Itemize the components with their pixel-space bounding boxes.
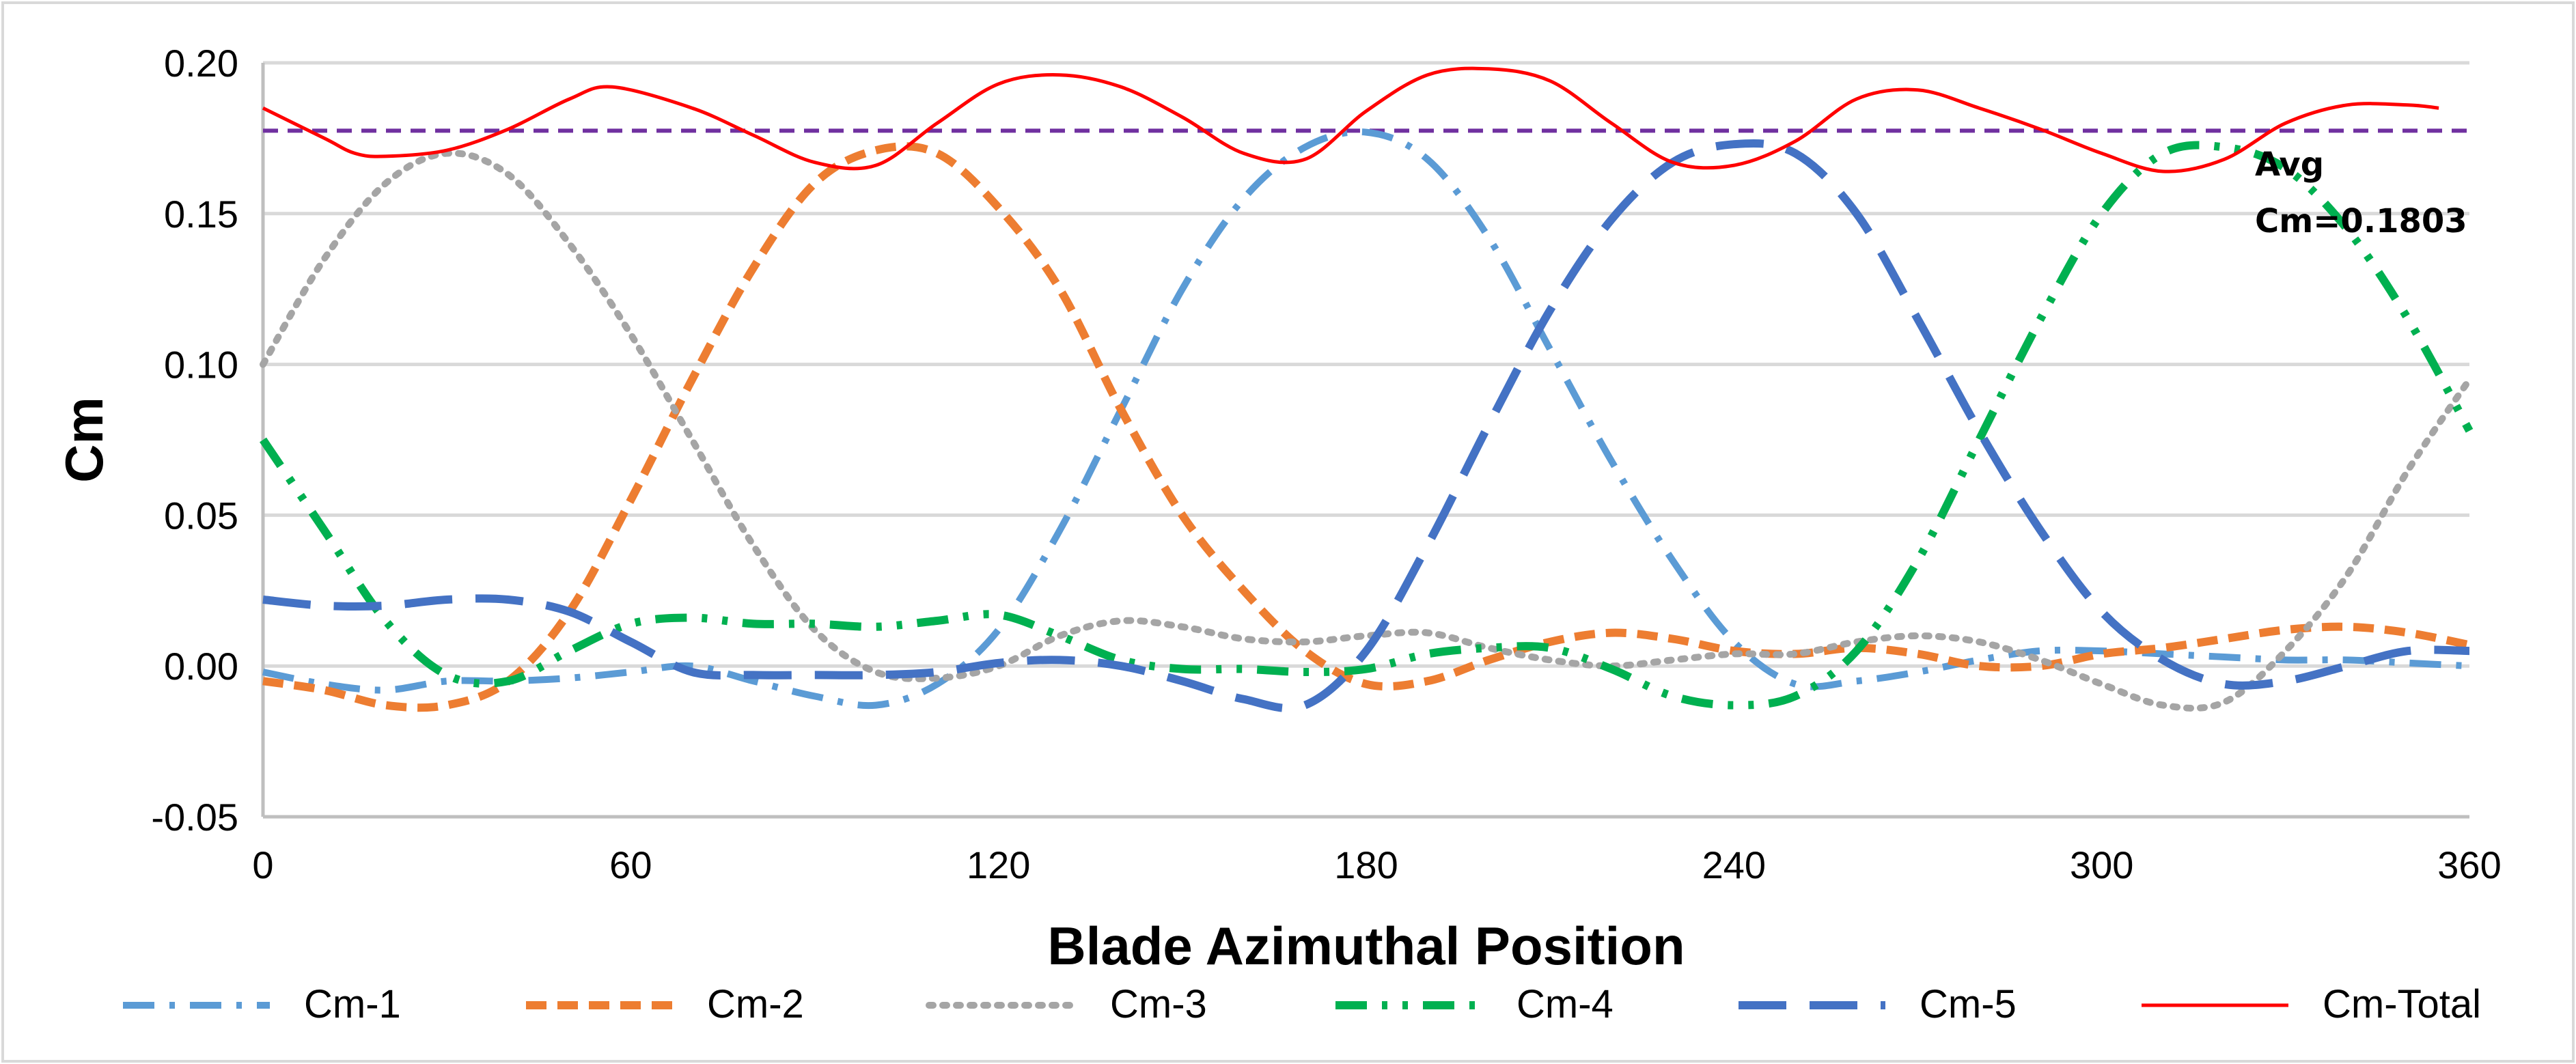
legend-label-cm-2: Cm-2 — [707, 982, 804, 1026]
legend-item-cm-total: Cm-Total — [2142, 982, 2481, 1026]
x-axis-title: Blade Azimuthal Position — [1047, 916, 1685, 976]
x-tick-label: 240 — [1702, 843, 1766, 886]
series-line-cm-2 — [262, 142, 2471, 712]
legend-label-cm-1: Cm-1 — [304, 982, 401, 1026]
y-tick-label: 0.10 — [164, 344, 238, 387]
x-tick-label: 300 — [2070, 843, 2133, 886]
x-tick-label: 180 — [1334, 843, 1398, 886]
average-annotation-line: Avg — [2255, 145, 2324, 184]
y-tick-label: 0.20 — [164, 42, 238, 85]
y-axis-title: Cm — [54, 397, 114, 483]
legend-item-cm-4: Cm-4 — [1335, 982, 1614, 1026]
x-tick-label: 360 — [2437, 843, 2501, 886]
y-tick-label: 0.05 — [164, 494, 238, 537]
average-annotation-line: Cm=0.1803 — [2255, 202, 2467, 240]
legend-item-cm-1: Cm-1 — [123, 982, 401, 1026]
legend-item-cm-3: Cm-3 — [926, 982, 1207, 1026]
series-layer — [260, 66, 2474, 713]
legend-item-cm-2: Cm-2 — [526, 982, 804, 1026]
legend: Cm-1 Cm-2 Cm-3 Cm-4 Cm-5 Cm-Total — [123, 982, 2481, 1026]
y-tick-label: 0.00 — [164, 645, 238, 688]
legend-label-cm-total: Cm-Total — [2323, 982, 2481, 1026]
series-line-cm-4 — [260, 141, 2474, 710]
legend-item-cm-5: Cm-5 — [1739, 982, 2017, 1026]
series-line-cm-3 — [260, 150, 2473, 712]
legend-label-cm-3: Cm-3 — [1110, 982, 1207, 1026]
series-line-cm-1 — [262, 128, 2470, 710]
y-tick-label: 0.15 — [164, 193, 238, 236]
x-tick-label: 0 — [252, 843, 273, 886]
label-layer: -0.05 0.00 0.05 0.10 0.15 0.20 0 60 120 180 240 300… — [54, 42, 2502, 976]
y-tick-label: -0.05 — [151, 796, 238, 839]
legend-label-cm-4: Cm-4 — [1516, 982, 1614, 1026]
legend-label-cm-5: Cm-5 — [1920, 982, 2017, 1026]
series-line-cm-5 — [262, 139, 2470, 713]
series-line-cm-total — [262, 66, 2439, 173]
x-tick-label: 120 — [967, 843, 1030, 886]
x-tick-label: 60 — [609, 843, 652, 886]
